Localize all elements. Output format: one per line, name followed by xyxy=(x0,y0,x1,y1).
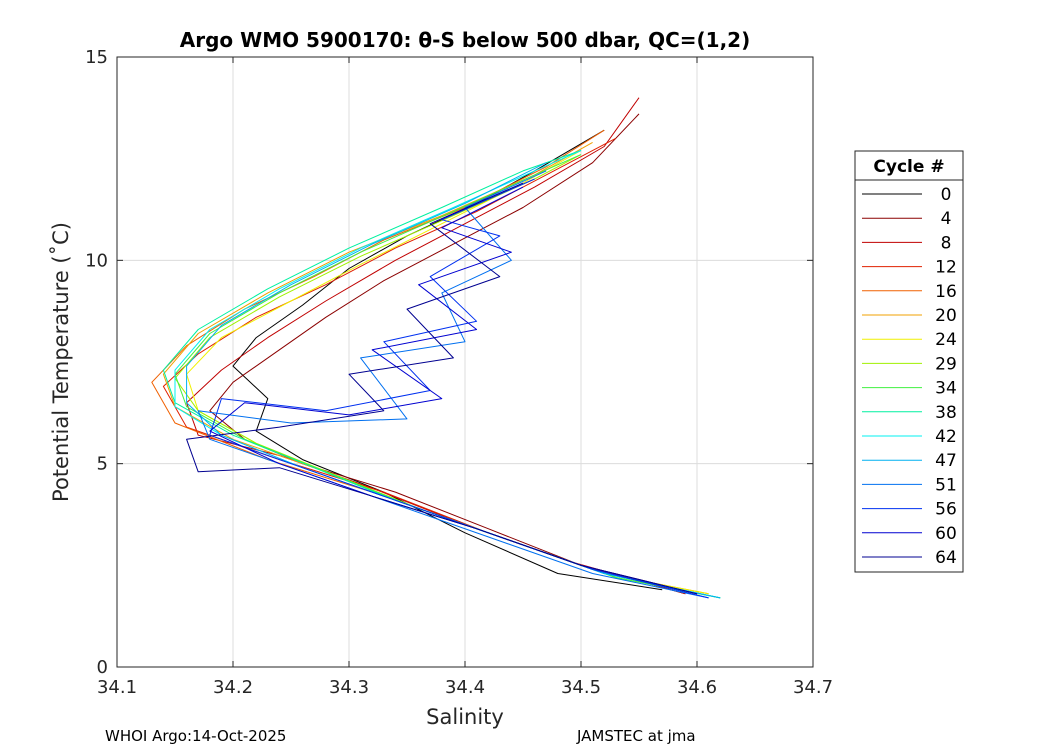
y-tick-label: 10 xyxy=(85,250,108,271)
legend-label-56: 56 xyxy=(935,500,957,520)
y-axis-label: Potential Temperature (˚C) xyxy=(49,222,73,502)
legend-label-20: 20 xyxy=(935,306,957,326)
series-group xyxy=(151,97,721,599)
footer-right: JAMSTEC at jma xyxy=(576,727,696,745)
legend-label-47: 47 xyxy=(935,451,957,471)
legend-label-8: 8 xyxy=(941,233,952,253)
legend-label-38: 38 xyxy=(935,403,957,423)
x-tick-label: 34.2 xyxy=(213,677,253,698)
x-tick-label: 34.5 xyxy=(561,677,601,698)
y-tick-label: 15 xyxy=(85,47,108,68)
legend: Cycle # 0 4 8 12 16 20 24 29 34 38 42 47 51 56 60 64 xyxy=(854,150,964,573)
legend-title: Cycle # xyxy=(873,157,944,177)
y-axis-ticks: 0 5 10 15 xyxy=(85,47,813,678)
x-tick-label: 34.7 xyxy=(793,677,833,698)
legend-entries: 0 4 8 12 16 20 24 29 34 38 42 47 51 56 60 64 xyxy=(862,185,957,568)
x-axis-label: Salinity xyxy=(426,705,504,729)
legend-label-4: 4 xyxy=(941,209,952,229)
x-tick-label: 34.3 xyxy=(329,677,369,698)
legend-label-12: 12 xyxy=(935,258,957,278)
x-tick-label: 34.1 xyxy=(97,677,137,698)
series-line-cycle-51 xyxy=(197,170,709,599)
legend-label-60: 60 xyxy=(935,524,957,544)
legend-label-42: 42 xyxy=(935,427,957,447)
legend-label-0: 0 xyxy=(941,185,952,205)
legend-label-34: 34 xyxy=(935,379,957,399)
legend-label-64: 64 xyxy=(935,548,957,568)
series-line-cycle-64 xyxy=(186,182,698,595)
legend-label-24: 24 xyxy=(935,330,957,350)
x-tick-label: 34.4 xyxy=(445,677,485,698)
legend-box xyxy=(854,150,964,573)
series-line-cycle-56 xyxy=(209,178,709,599)
legend-label-16: 16 xyxy=(935,282,957,302)
x-axis-ticks: 34.1 34.2 34.3 34.4 34.5 34.6 34.7 xyxy=(97,57,833,698)
legend-label-51: 51 xyxy=(935,475,957,495)
x-tick-label: 34.6 xyxy=(677,677,717,698)
y-tick-label: 5 xyxy=(97,454,108,475)
legend-label-29: 29 xyxy=(935,354,957,374)
series-line-cycle-4 xyxy=(209,113,686,595)
y-tick-label: 0 xyxy=(97,657,108,678)
chart-title: Argo WMO 5900170: θ-S below 500 dbar, QC… xyxy=(180,28,750,52)
series-line-cycle-8 xyxy=(186,97,686,595)
footer-left: WHOI Argo:14-Oct-2025 xyxy=(105,727,286,745)
